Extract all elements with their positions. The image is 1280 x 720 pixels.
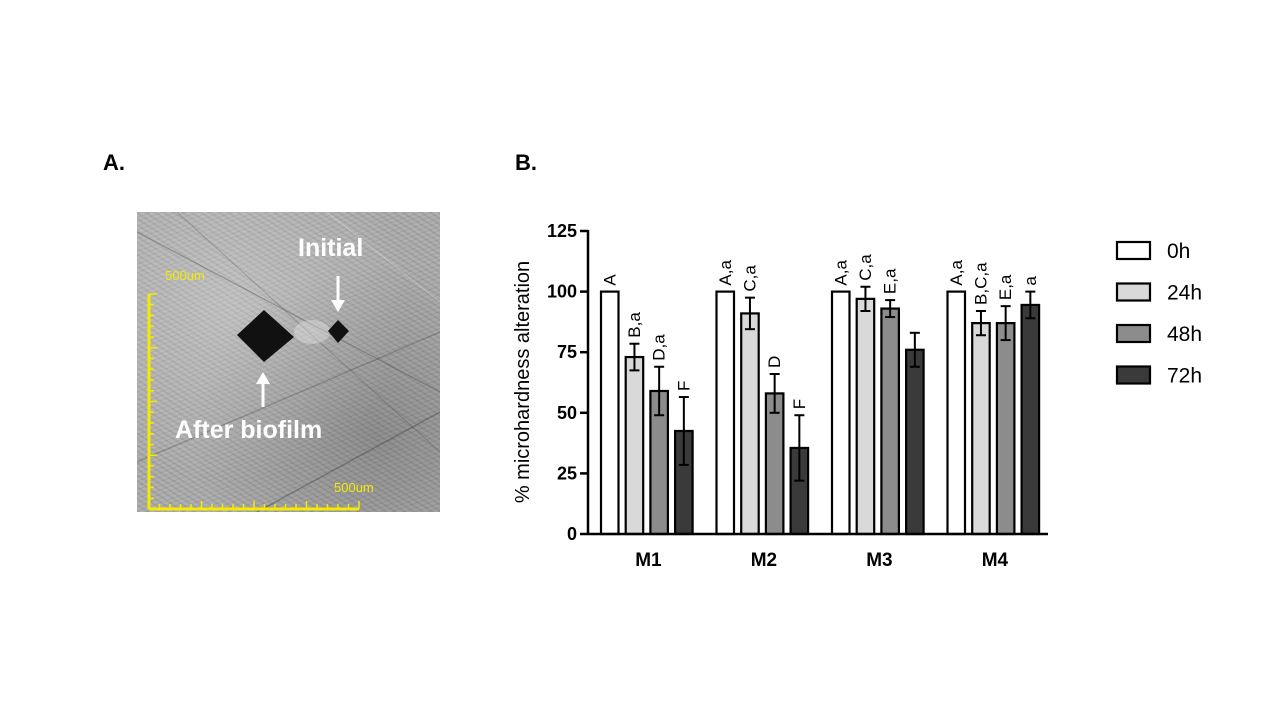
initial-indent xyxy=(328,320,349,343)
significance-letter: D xyxy=(765,356,784,368)
x-tick-label: M4 xyxy=(982,550,1009,571)
chart-legend: 0h 24h 48h 72h xyxy=(1115,240,1202,388)
legend-swatch-72h xyxy=(1115,365,1152,385)
bar-m3-48h xyxy=(880,307,901,536)
scale-label-bottom: 500um xyxy=(334,480,374,495)
legend-label-48h: 48h xyxy=(1167,323,1202,346)
after-biofilm-arrow-head xyxy=(256,372,270,384)
significance-letter: C,a xyxy=(740,265,759,292)
initial-label: Initial xyxy=(298,234,364,262)
bar-m3-72h xyxy=(904,348,925,536)
error-bar xyxy=(794,414,805,482)
significance-letter: B,a xyxy=(625,312,644,338)
bar-m4-24h xyxy=(971,322,991,536)
significance-letter: A xyxy=(600,274,619,286)
bar-m1-0h xyxy=(599,290,620,536)
panel-a-label: A. xyxy=(103,150,125,175)
panel-b-label: B. xyxy=(515,150,537,175)
bar-m4-72h xyxy=(1020,303,1041,536)
legend-swatch-48h xyxy=(1115,323,1152,344)
significance-letter: B,C,a xyxy=(971,262,990,305)
error-bar xyxy=(678,396,689,466)
error-bar xyxy=(975,309,986,337)
chart-axes: M1 M2 M3 M4 0 25 50 75 100 125 xyxy=(547,221,1048,571)
significance-letter: E,a xyxy=(996,274,1015,300)
scratch-line xyxy=(326,212,440,303)
x-tick-label: M1 xyxy=(635,550,662,571)
error-bar xyxy=(654,365,665,417)
legend-swatch-0h xyxy=(1115,240,1152,261)
significance-letter: E,a xyxy=(881,268,900,294)
x-tick-label: M3 xyxy=(866,550,892,571)
significance-letter: a xyxy=(1021,276,1040,286)
legend-swatch-24h xyxy=(1115,282,1152,302)
bar-m1-24h xyxy=(624,355,645,536)
scratch-line xyxy=(137,231,440,393)
y-tick-label: 100 xyxy=(547,282,577,302)
y-tick-label: 25 xyxy=(557,463,577,483)
error-bar xyxy=(1025,290,1036,320)
micrograph-drawing xyxy=(137,212,440,512)
y-tick-label: 0 xyxy=(567,524,577,544)
legend-label-24h: 24h xyxy=(1167,282,1202,305)
y-tick-label: 125 xyxy=(547,221,577,241)
bar-m2-48h xyxy=(764,392,785,536)
bar-m2-24h xyxy=(740,312,760,536)
bar-m3-0h xyxy=(830,290,851,536)
significance-letter: A,a xyxy=(947,260,966,286)
significance-letter: A,a xyxy=(716,260,735,286)
after-biofilm-label: After biofilm xyxy=(175,416,323,444)
error-bar xyxy=(909,331,920,368)
bar-m4-48h xyxy=(995,322,1016,536)
after-biofilm-indent xyxy=(237,310,294,362)
y-axis-label: % microhardness alteration xyxy=(512,261,534,503)
bar-m2-0h xyxy=(715,290,736,536)
y-tick-label: 75 xyxy=(557,342,577,362)
scratch-line xyxy=(256,411,440,512)
significance-letter: D,a xyxy=(650,334,669,361)
error-bar xyxy=(860,285,871,312)
significance-letter: C,a xyxy=(856,254,875,281)
error-bar xyxy=(1000,305,1011,342)
error-bar xyxy=(744,296,755,331)
error-bar xyxy=(769,373,780,414)
significance-letter: F xyxy=(790,399,809,409)
x-tick-label: M2 xyxy=(751,550,777,571)
bar-m4-0h xyxy=(946,290,967,536)
legend-label-72h: 72h xyxy=(1167,365,1202,388)
legend-label-0h: 0h xyxy=(1167,240,1190,263)
scale-label-left: 500um xyxy=(165,268,205,283)
surface-blotch xyxy=(294,320,330,344)
significance-letter: A,a xyxy=(831,260,850,286)
scratch-line xyxy=(137,331,440,463)
significance-letter: F xyxy=(674,381,693,391)
y-tick-label: 50 xyxy=(557,403,577,423)
error-bar xyxy=(885,299,896,319)
scale-bar xyxy=(147,293,360,511)
chart-bars: A B,a D,a F A,a C,a D F A,a C,a E,a A,a B,C,a E,a a xyxy=(599,254,1041,536)
error-bar xyxy=(629,342,640,372)
micrograph-image: Initial After biofilm 500um 500um xyxy=(137,212,440,512)
bar-m3-24h xyxy=(855,297,876,536)
initial-arrow-head xyxy=(331,300,345,312)
scratch-line xyxy=(176,212,440,453)
